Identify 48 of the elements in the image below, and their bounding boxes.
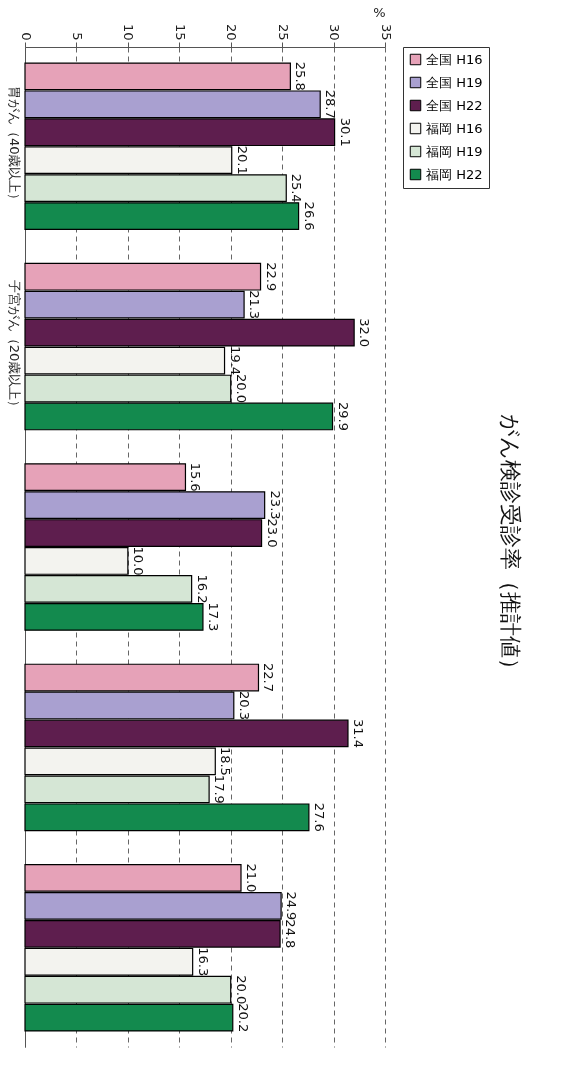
x-tick-label: 0 bbox=[18, 32, 34, 41]
data-label: 10.0 bbox=[130, 546, 146, 576]
data-label: 26.6 bbox=[301, 201, 317, 231]
data-label: 22.7 bbox=[261, 663, 277, 692]
x-axis-title: % bbox=[373, 4, 386, 20]
data-label: 20.0 bbox=[233, 975, 249, 1005]
data-label: 32.0 bbox=[357, 318, 373, 348]
data-label: 24.8 bbox=[283, 919, 299, 949]
data-label: 18.5 bbox=[218, 746, 234, 776]
data-label: 25.4 bbox=[289, 173, 305, 203]
data-label: 23.0 bbox=[264, 518, 280, 548]
data-label: 21.0 bbox=[244, 863, 259, 893]
x-tick-label: 5 bbox=[69, 32, 85, 41]
data-label: 15.6 bbox=[188, 462, 204, 492]
legend-label: 福岡 H16 bbox=[426, 120, 483, 136]
data-label: 20.2 bbox=[235, 1003, 251, 1033]
data-label: 20.0 bbox=[233, 374, 249, 404]
legend-label: 全国 H16 bbox=[426, 51, 483, 67]
legend-label: 全国 H22 bbox=[426, 97, 483, 113]
legend-label: 全国 H19 bbox=[426, 74, 483, 90]
x-tick-label: 15 bbox=[172, 23, 188, 41]
data-label: 23.3 bbox=[267, 490, 283, 520]
data-label: 21.3 bbox=[247, 290, 263, 320]
data-label: 17.9 bbox=[212, 774, 228, 804]
legend-label: 福岡 H22 bbox=[426, 166, 483, 182]
data-label: 28.7 bbox=[323, 89, 339, 119]
x-tick-label: 35 bbox=[378, 23, 394, 41]
y-tick-label: 子宮がん（20歳以上） bbox=[6, 279, 22, 414]
data-label: 20.3 bbox=[236, 690, 252, 720]
data-label: 22.9 bbox=[263, 262, 279, 292]
data-label: 16.2 bbox=[194, 574, 210, 604]
y-tick-label: 胃がん（40歳以上） bbox=[6, 85, 22, 207]
data-label: 27.6 bbox=[311, 802, 327, 832]
data-label: 17.3 bbox=[205, 602, 221, 632]
data-label: 16.3 bbox=[195, 947, 211, 977]
data-label: 19.4 bbox=[227, 346, 243, 376]
text: がん検診受診率（推計値） bbox=[497, 414, 523, 680]
x-tick-label: 30 bbox=[327, 23, 343, 41]
data-label: 30.1 bbox=[337, 117, 353, 147]
data-label: 29.9 bbox=[335, 402, 351, 431]
x-tick-label: 20 bbox=[224, 23, 240, 41]
x-tick-label: 10 bbox=[121, 23, 137, 41]
data-label: 20.1 bbox=[234, 145, 250, 175]
legend-label: 福岡 H19 bbox=[426, 143, 483, 159]
data-label: 24.9 bbox=[284, 891, 300, 921]
data-label: 25.8 bbox=[293, 61, 309, 91]
data-label: 31.4 bbox=[350, 718, 366, 748]
x-tick-label: 25 bbox=[275, 23, 291, 41]
